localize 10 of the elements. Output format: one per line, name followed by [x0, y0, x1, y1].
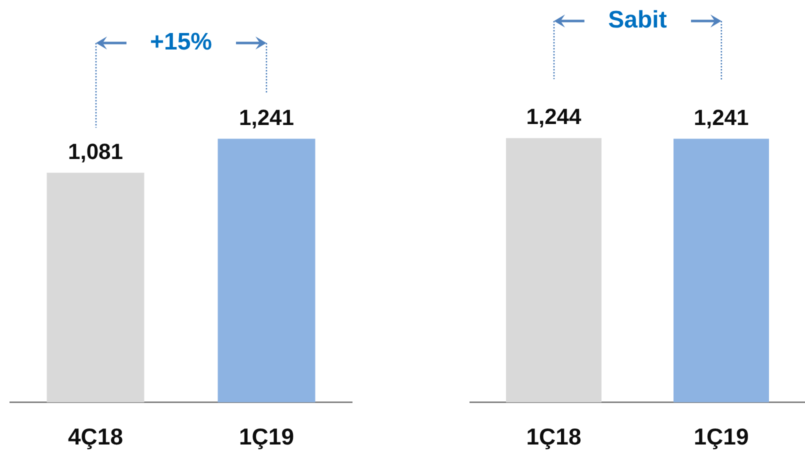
x-tick-label: 1Ç18 — [526, 424, 582, 450]
x-tick-label: 4Ç18 — [68, 424, 124, 450]
data-label: 1,241 — [238, 104, 294, 130]
x-tick-label: 1Ç19 — [694, 424, 749, 450]
x-tick-label: 1Ç19 — [239, 424, 294, 450]
data-label: 1,241 — [694, 104, 749, 130]
text: Sabit — [608, 6, 667, 34]
text: +15% — [150, 28, 212, 56]
data-label: 1,244 — [526, 104, 582, 130]
data-label: 1,081 — [68, 138, 124, 164]
